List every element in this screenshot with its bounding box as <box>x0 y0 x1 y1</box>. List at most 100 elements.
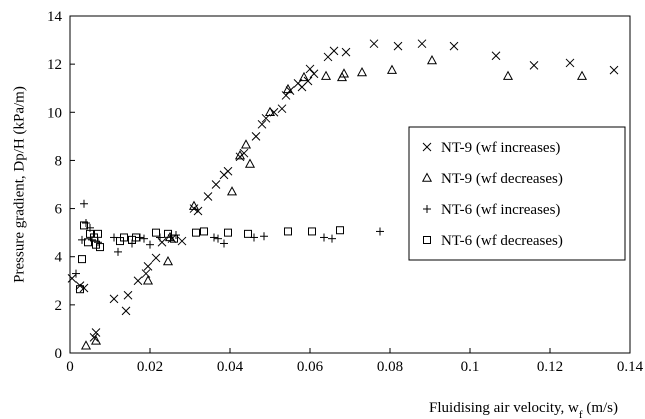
data-point-x <box>141 269 151 278</box>
x-axis-label: Fluidising air velocity, wf (m/s) <box>429 400 618 419</box>
data-point-x <box>285 86 295 95</box>
data-point-triangle <box>502 70 514 80</box>
data-point-triangle <box>234 150 246 160</box>
data-point-square <box>308 227 316 236</box>
x-tick-label: 0 <box>66 359 74 375</box>
data-point-x <box>211 180 221 189</box>
data-point-plus <box>328 234 336 243</box>
data-point-triangle <box>142 275 154 285</box>
legend-marker-triangle <box>421 172 433 182</box>
ticks-layer: 0 0.02 0.04 0.06 0.08 0.1 0.12 0.14 0 2 4 6 8 10 12 14 <box>47 9 644 375</box>
x-tick-label: 0.1 <box>461 359 480 375</box>
x-axis-label-main: Fluidising air velocity, w <box>429 400 579 416</box>
data-point-triangle <box>338 68 350 78</box>
data-point-square <box>244 229 252 238</box>
legend-marker-plus <box>423 205 431 213</box>
x-tick-label: 0.12 <box>537 359 563 375</box>
data-point-x <box>239 148 249 158</box>
data-point-x <box>393 41 403 51</box>
data-point-plus <box>260 232 268 241</box>
data-point-x <box>329 46 339 56</box>
data-point-x <box>309 69 319 79</box>
data-point-plus <box>82 219 90 228</box>
data-point-x <box>417 39 427 49</box>
legend-label: NT-9 (wf decreases) <box>441 171 563 187</box>
legend-marker-x <box>422 142 432 152</box>
y-tick-label: 0 <box>55 346 63 362</box>
data-point-triangle <box>576 70 588 80</box>
data-point-triangle <box>356 67 368 77</box>
y-axis-label: Pressure gradient, Dp/H (kPa/m) <box>11 86 27 283</box>
data-point-plus <box>80 199 88 208</box>
data-point-triangle <box>90 335 102 345</box>
legend-box <box>408 126 626 261</box>
legend-label: NT-6 (wf decreases) <box>441 233 563 249</box>
data-point-triangle <box>188 200 200 210</box>
data-point-x <box>565 58 575 68</box>
x-axis-label-unit: (m/s) <box>583 400 618 416</box>
x-tick-label: 0.02 <box>137 359 163 375</box>
legend: NT-9 (wf increases) NT-9 (wf decreases) NT… <box>408 126 626 261</box>
data-point-x <box>89 333 99 342</box>
data-point-triangle <box>80 340 92 350</box>
data-point-square <box>80 221 88 230</box>
data-point-triangle <box>386 64 398 74</box>
legend-marker-square <box>423 236 431 244</box>
data-point-x <box>133 276 143 286</box>
data-point-x <box>223 166 233 176</box>
data-point-square <box>84 238 92 247</box>
data-point-x <box>177 236 187 246</box>
data-point-triangle <box>298 71 310 82</box>
x-tick-label: 0.14 <box>617 359 644 375</box>
data-point-plus <box>72 269 80 278</box>
data-point-triangle <box>240 139 252 149</box>
data-point-x <box>203 192 213 201</box>
data-point-square <box>284 227 292 236</box>
data-point-x <box>121 306 131 316</box>
data-point-x <box>609 65 619 75</box>
data-point-x <box>341 47 351 57</box>
data-point-x <box>251 132 261 141</box>
data-point-plus <box>146 240 154 249</box>
y-tick-label: 14 <box>47 9 63 25</box>
y-tick-label: 12 <box>47 57 62 73</box>
data-point-plus <box>210 233 218 242</box>
data-point-square <box>200 227 208 236</box>
data-point-plus <box>114 247 122 256</box>
data-point-triangle <box>244 158 256 168</box>
data-point-x <box>143 261 153 271</box>
data-point-x <box>369 39 379 49</box>
y-axis-label-group: Pressure gradient, Dp/H (kPa/m) <box>11 86 27 283</box>
data-point-x <box>157 237 167 247</box>
data-point-x <box>67 274 77 283</box>
x-tick-label: 0.08 <box>377 359 403 375</box>
y-tick-label: 8 <box>55 153 63 169</box>
data-point-triangle <box>264 106 276 116</box>
data-point-square <box>78 255 86 264</box>
x-tick-label: 0.04 <box>217 359 244 375</box>
data-point-triangle <box>320 70 332 80</box>
data-point-square <box>76 285 84 294</box>
data-point-x <box>305 64 315 74</box>
data-point-square <box>224 228 232 237</box>
y-tick-label: 2 <box>55 298 63 314</box>
data-point-x <box>257 119 267 129</box>
data-point-triangle <box>162 255 174 266</box>
data-point-x <box>277 104 287 114</box>
data-point-square <box>94 229 102 238</box>
data-point-square <box>96 243 104 252</box>
data-point-x <box>151 253 161 263</box>
data-point-x <box>167 234 177 244</box>
data-point-plus <box>140 234 148 243</box>
data-point-x <box>123 290 133 300</box>
data-point-x <box>109 294 119 304</box>
data-point-square <box>164 229 172 238</box>
data-point-triangle <box>226 186 238 196</box>
legend-label: NT-6 (wf increases) <box>441 202 560 218</box>
plot-area-frame <box>69 15 631 354</box>
y-tick-label: 10 <box>47 105 62 121</box>
x-axis-label-subscript: f <box>579 409 583 419</box>
data-point-square <box>170 234 178 243</box>
data-point-x <box>449 41 459 51</box>
data-point-x <box>529 60 539 70</box>
